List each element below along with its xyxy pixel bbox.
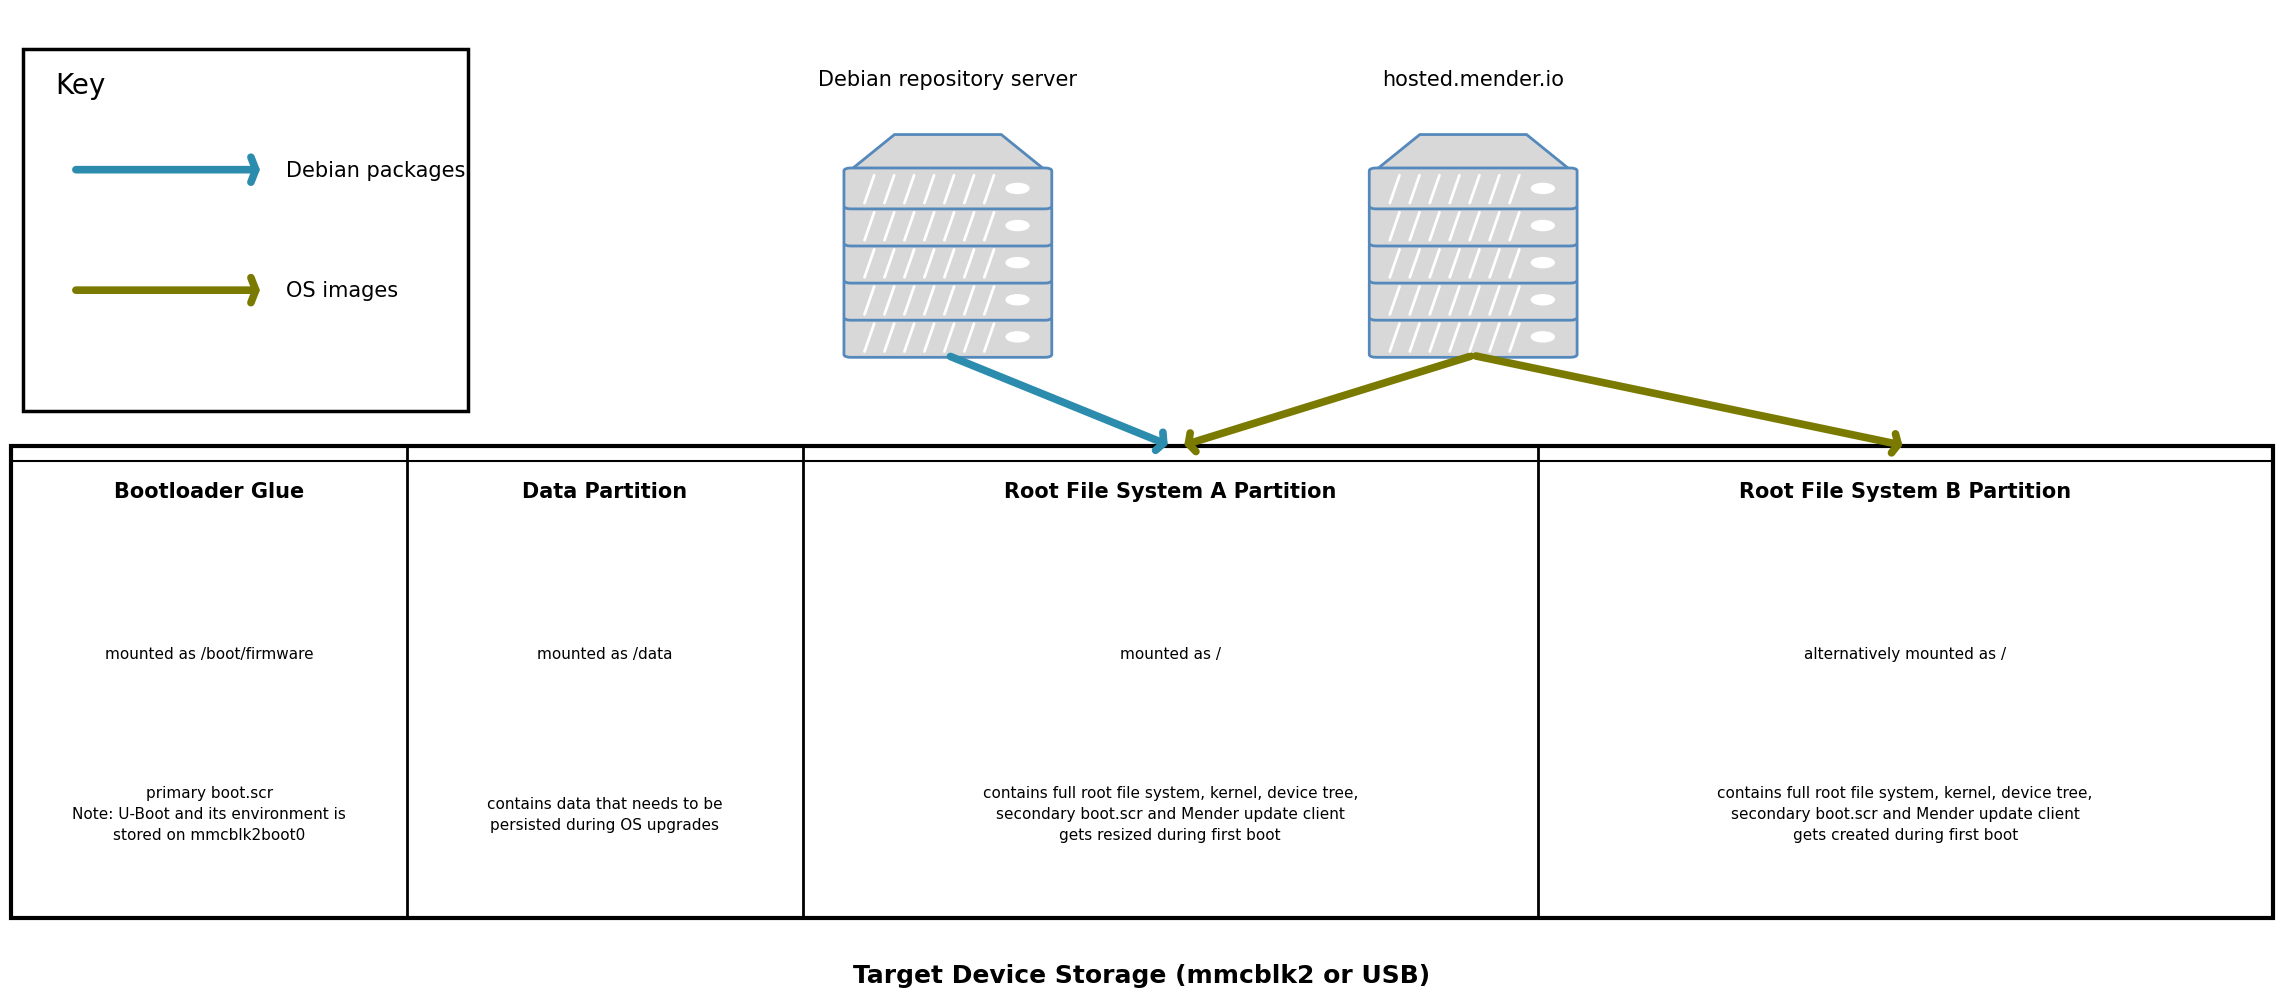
FancyBboxPatch shape bbox=[845, 243, 1053, 284]
Circle shape bbox=[1530, 333, 1553, 343]
FancyBboxPatch shape bbox=[1370, 280, 1576, 321]
Text: Root File System A Partition: Root File System A Partition bbox=[1005, 481, 1336, 502]
Polygon shape bbox=[850, 135, 1044, 171]
Text: OS images: OS images bbox=[286, 281, 397, 301]
Circle shape bbox=[1530, 185, 1553, 195]
Text: hosted.mender.io: hosted.mender.io bbox=[1382, 70, 1565, 90]
Circle shape bbox=[1005, 185, 1028, 195]
Text: Debian repository server: Debian repository server bbox=[818, 70, 1078, 90]
Text: Key: Key bbox=[55, 72, 105, 100]
Circle shape bbox=[1005, 296, 1028, 306]
Circle shape bbox=[1530, 222, 1553, 232]
Text: Root File System B Partition: Root File System B Partition bbox=[1738, 481, 2072, 502]
FancyBboxPatch shape bbox=[845, 206, 1053, 247]
Circle shape bbox=[1530, 296, 1553, 306]
Text: contains full root file system, kernel, device tree,
secondary boot.scr and Mend: contains full root file system, kernel, … bbox=[1718, 785, 2092, 843]
Text: Bootloader Glue: Bootloader Glue bbox=[114, 481, 304, 502]
FancyBboxPatch shape bbox=[1370, 169, 1576, 210]
Text: alternatively mounted as /: alternatively mounted as / bbox=[1804, 646, 2005, 661]
FancyBboxPatch shape bbox=[1370, 317, 1576, 358]
Text: mounted as /data: mounted as /data bbox=[537, 646, 674, 661]
FancyBboxPatch shape bbox=[845, 317, 1053, 358]
FancyBboxPatch shape bbox=[845, 280, 1053, 321]
Text: contains full root file system, kernel, device tree,
secondary boot.scr and Mend: contains full root file system, kernel, … bbox=[982, 785, 1359, 843]
FancyBboxPatch shape bbox=[1370, 206, 1576, 247]
Text: primary boot.scr
Note: U-Boot and its environment is
stored on mmcblk2boot0: primary boot.scr Note: U-Boot and its en… bbox=[73, 785, 347, 843]
Text: Debian packages: Debian packages bbox=[286, 160, 466, 181]
FancyBboxPatch shape bbox=[23, 50, 468, 411]
Text: contains data that needs to be
persisted during OS upgrades: contains data that needs to be persisted… bbox=[486, 796, 722, 832]
Circle shape bbox=[1005, 222, 1028, 232]
Text: Target Device Storage (mmcblk2 or USB): Target Device Storage (mmcblk2 or USB) bbox=[854, 963, 1430, 987]
Text: mounted as /: mounted as / bbox=[1119, 646, 1220, 661]
FancyBboxPatch shape bbox=[845, 169, 1053, 210]
Bar bbox=[11, 446, 2273, 918]
Text: Data Partition: Data Partition bbox=[523, 481, 687, 502]
FancyBboxPatch shape bbox=[1370, 243, 1576, 284]
Circle shape bbox=[1005, 333, 1028, 343]
Polygon shape bbox=[1375, 135, 1571, 171]
Circle shape bbox=[1005, 259, 1028, 269]
Text: mounted as /boot/firmware: mounted as /boot/firmware bbox=[105, 646, 313, 661]
Circle shape bbox=[1530, 259, 1553, 269]
